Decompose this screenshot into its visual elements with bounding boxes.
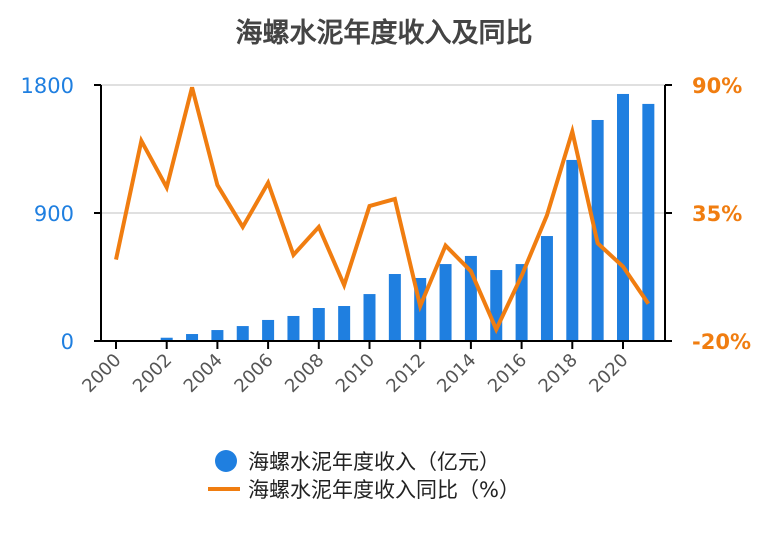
left-tick-label: 900 [34, 202, 74, 226]
bar [338, 306, 350, 341]
legend-bar-label: 海螺水泥年度收入（亿元） [248, 450, 500, 474]
x-tick-label: 2002 [129, 350, 176, 397]
bar [566, 160, 578, 341]
legend-line-label: 海螺水泥年度收入同比（%） [248, 478, 520, 502]
legend: 海螺水泥年度收入（亿元） 海螺水泥年度收入同比（%） [208, 450, 520, 502]
bar [389, 274, 401, 341]
x-tick-label: 2010 [332, 350, 379, 397]
x-tick-label: 2014 [433, 350, 480, 397]
bar [237, 326, 249, 341]
right-tick-label: 90% [692, 74, 742, 98]
bar [287, 316, 299, 341]
x-tick-label: 2006 [230, 350, 277, 397]
bar [211, 330, 223, 341]
left-tick-label: 0 [61, 330, 74, 354]
bar [262, 320, 274, 341]
x-tick-label: 2018 [535, 350, 582, 397]
chart-title: 海螺水泥年度收入及同比 [236, 17, 533, 49]
x-tick-label: 2008 [281, 350, 328, 397]
x-tick-label: 2020 [585, 350, 632, 397]
right-tick-label: -20% [692, 330, 751, 354]
legend-bar-marker [215, 450, 237, 472]
bar [541, 236, 553, 341]
bar [364, 294, 376, 341]
x-tick-label: 2012 [382, 350, 429, 397]
bar [642, 104, 654, 341]
x-tick-label: 2004 [180, 350, 227, 397]
bar [617, 94, 629, 341]
left-tick-label: 1800 [21, 74, 74, 98]
bar [186, 334, 198, 341]
x-tick-label: 2016 [484, 350, 531, 397]
bar [440, 264, 452, 341]
bar [313, 308, 325, 341]
x-tick-label: 2000 [78, 350, 125, 397]
grid [101, 85, 665, 213]
right-tick-label: 35% [692, 202, 742, 226]
